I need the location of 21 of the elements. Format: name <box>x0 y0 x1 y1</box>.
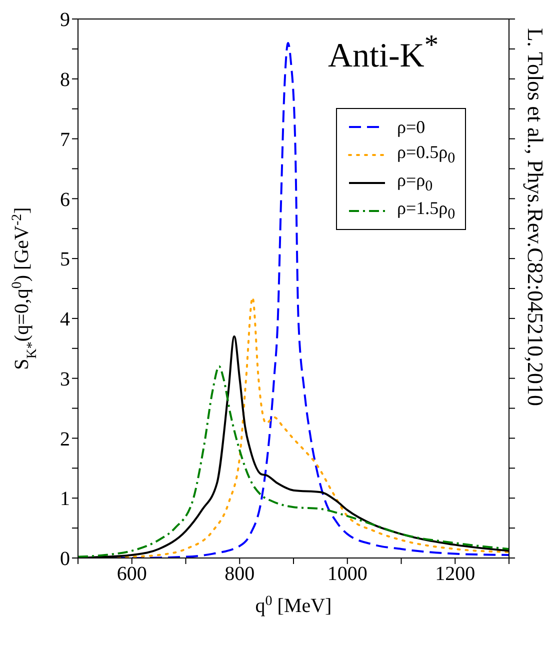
y-tick-label: 5 <box>60 248 70 271</box>
y-tick-label: 2 <box>60 428 70 450</box>
x-tick-label: 1000 <box>327 563 368 586</box>
legend-label: ρ=0.5ρ$_{0}$ <box>397 142 456 168</box>
y-tick-label: 1 <box>60 488 70 510</box>
legend-label: ρ=1.5ρ$_{0}$ <box>397 198 456 224</box>
y-tick-label: 9 <box>60 9 70 32</box>
legend-label: ρ=ρ$_{0}$ <box>397 170 433 196</box>
legend-label: ρ=0 <box>397 116 426 138</box>
x-tick-label: 800 <box>224 563 255 586</box>
y-tick-label: 0 <box>60 548 70 570</box>
text: L. Tolos et al., Phys.Rev.C82:045210,2010 <box>522 28 548 406</box>
y-tick-label: 4 <box>60 308 70 331</box>
annotation: Anti-K$^{*}$ <box>328 30 438 75</box>
x-tick-label: 600 <box>116 563 147 586</box>
x-axis-title: q$^{0}$ [MeV] <box>255 594 332 617</box>
y-tick-label: 3 <box>60 368 70 390</box>
y-tick-label: 8 <box>60 68 70 91</box>
y-tick-label: 6 <box>60 188 70 211</box>
y-tick-label: 7 <box>60 128 70 151</box>
x-tick-label: 1200 <box>435 563 476 586</box>
